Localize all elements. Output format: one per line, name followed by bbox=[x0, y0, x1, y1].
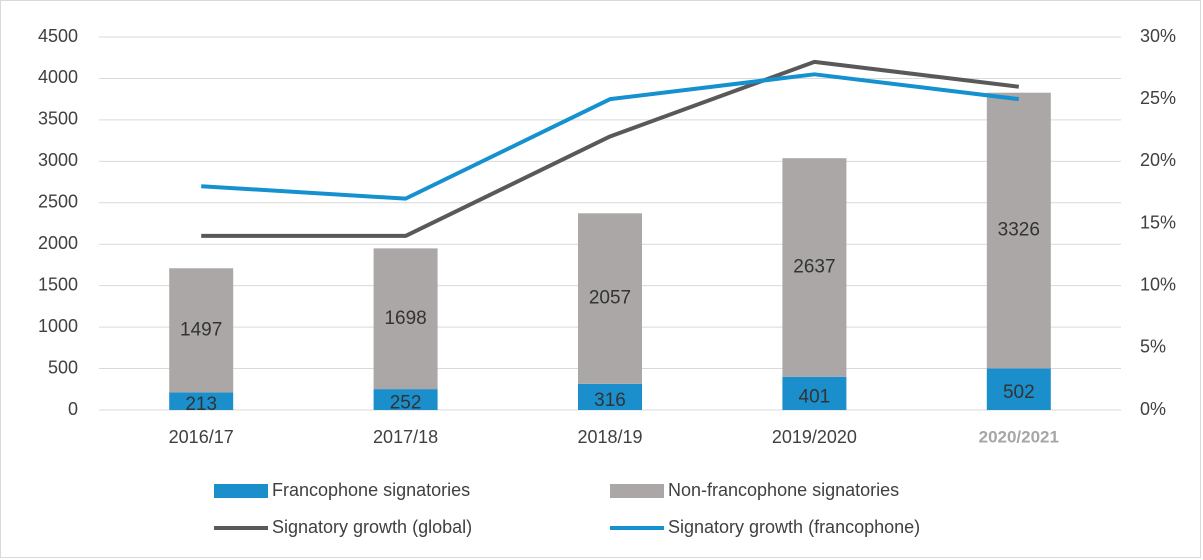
bar bbox=[169, 392, 234, 410]
legend-label: Signatory growth (francophone) bbox=[668, 517, 920, 537]
x-tick-label: 2017/18 bbox=[373, 427, 438, 447]
y2-tick-label: 5% bbox=[1140, 337, 1166, 357]
y-tick-label: 3000 bbox=[38, 150, 78, 170]
bar bbox=[578, 383, 642, 410]
bar bbox=[578, 213, 642, 384]
data-label: 2637 bbox=[793, 256, 835, 277]
legend-label: Francophone signatories bbox=[272, 480, 470, 500]
bar bbox=[782, 158, 847, 377]
y2-tick-label: 10% bbox=[1140, 274, 1176, 294]
y2-tick-label: 30% bbox=[1140, 26, 1176, 46]
y2-tick-label: 25% bbox=[1140, 88, 1176, 108]
bar bbox=[782, 376, 847, 410]
y-tick-label: 2500 bbox=[38, 192, 78, 212]
data-label: 3326 bbox=[998, 220, 1040, 241]
y-tick-label: 1000 bbox=[38, 316, 78, 336]
legend-label: Signatory growth (global) bbox=[272, 517, 472, 537]
data-label: 213 bbox=[185, 394, 217, 415]
y-tick-label: 500 bbox=[48, 357, 78, 377]
data-label: 2057 bbox=[589, 288, 631, 309]
y-tick-label: 3500 bbox=[38, 109, 78, 129]
x-tick-label: 2018/19 bbox=[577, 427, 642, 447]
data-label: 401 bbox=[799, 386, 831, 407]
line bbox=[201, 59, 1020, 238]
data-label: 316 bbox=[594, 390, 626, 411]
y-tick-label: 2000 bbox=[38, 233, 78, 253]
data-label: 502 bbox=[1003, 382, 1035, 403]
y-tick-label: 0 bbox=[68, 399, 78, 419]
data-label: 252 bbox=[390, 393, 422, 414]
y2-tick-label: 20% bbox=[1140, 150, 1176, 170]
y2-tick-label: 15% bbox=[1140, 212, 1176, 232]
y2-tick-label: 0% bbox=[1140, 399, 1166, 419]
data-label: 1497 bbox=[180, 319, 222, 340]
bar bbox=[373, 389, 438, 410]
legend-swatch bbox=[610, 484, 664, 498]
y-tick-label: 4500 bbox=[38, 26, 78, 46]
y-tick-label: 1500 bbox=[38, 274, 78, 294]
line bbox=[201, 72, 1020, 201]
x-tick-label: 2020/2021 bbox=[979, 427, 1059, 446]
bar bbox=[169, 268, 234, 393]
legend-swatch bbox=[214, 484, 268, 498]
data-label: 1698 bbox=[384, 308, 426, 329]
bar bbox=[373, 248, 438, 390]
bar bbox=[986, 368, 1051, 410]
x-tick-label: 2019/2020 bbox=[772, 427, 857, 447]
legend-label: Non-francophone signatories bbox=[668, 480, 899, 500]
bar bbox=[986, 92, 1051, 369]
y-tick-label: 4000 bbox=[38, 67, 78, 87]
x-tick-label: 2016/17 bbox=[169, 427, 234, 447]
